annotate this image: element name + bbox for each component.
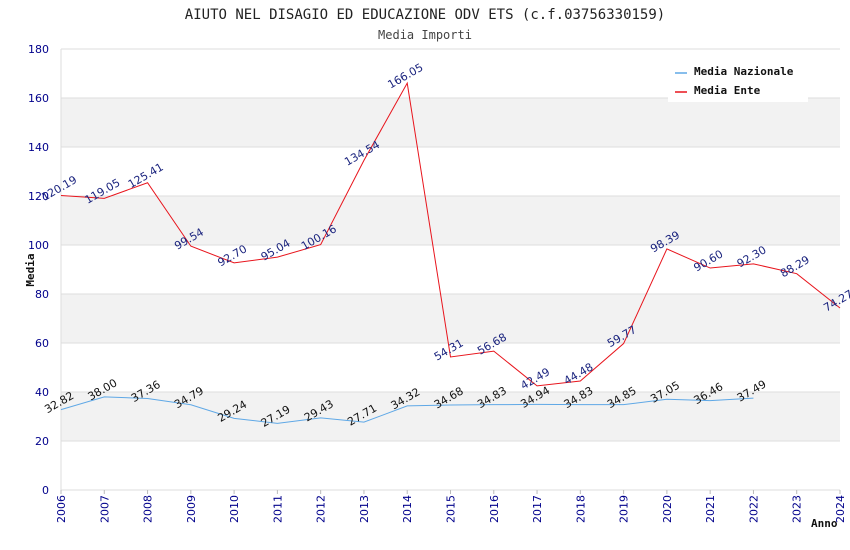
x-tick-label: 2021 <box>704 495 717 523</box>
x-tick-label: 2016 <box>488 495 501 523</box>
x-tick-label: 2019 <box>618 495 631 523</box>
x-tick-label: 2008 <box>142 495 155 523</box>
y-tick-label: 120 <box>28 190 49 203</box>
y-axis-label: Media <box>24 253 37 286</box>
legend: Media Nazionale Media Ente <box>668 60 808 102</box>
axes <box>60 49 841 494</box>
x-tick-label: 2010 <box>228 495 241 523</box>
y-tick-label: 100 <box>28 239 49 252</box>
series-line-1 <box>60 81 841 387</box>
y-tick-label: 0 <box>42 484 49 497</box>
chart-title: AIUTO NEL DISAGIO ED EDUCAZIONE ODV ETS … <box>185 7 665 23</box>
x-tick-label: 2015 <box>445 495 458 523</box>
y-tick-label: 160 <box>28 92 49 105</box>
y-tick-labels: 0 20 40 60 80 100 120 140 160 180 <box>28 43 49 497</box>
legend-label-media-ente: Media Ente <box>694 84 761 97</box>
x-tick-label: 2014 <box>401 495 414 523</box>
y-tick-label: 40 <box>35 386 49 399</box>
grid-band <box>61 98 840 147</box>
data-label: 92.70 <box>215 242 249 269</box>
x-tick-label: 2013 <box>358 495 371 523</box>
grid-band <box>61 392 840 441</box>
chart-subtitle: Media Importi <box>378 28 472 42</box>
y-tick-label: 20 <box>35 435 49 448</box>
data-label: 88.29 <box>778 253 812 280</box>
x-axis-label: Anno <box>811 517 838 530</box>
x-tick-label: 2018 <box>574 495 587 523</box>
legend-background <box>668 60 808 102</box>
data-label: 90.60 <box>692 247 726 274</box>
data-label: 44.48 <box>562 360 596 387</box>
grid-bands <box>61 98 840 441</box>
y-tick-label: 80 <box>35 288 49 301</box>
y-tick-label: 180 <box>28 43 49 56</box>
x-tick-label: 2011 <box>271 495 284 523</box>
grid-lines <box>61 48 840 442</box>
y-tick-label: 140 <box>28 141 49 154</box>
x-tick-labels: 2006 2007 2008 2009 2010 2011 2012 2013 2014 2015… <box>55 495 847 523</box>
x-tick-label: 2007 <box>98 495 111 523</box>
x-tick-label: 2012 <box>315 495 328 523</box>
x-tick-label: 2017 <box>531 495 544 523</box>
grid-band <box>61 294 840 343</box>
legend-label-media-nazionale: Media Nazionale <box>694 65 794 78</box>
data-label: 125.41 <box>126 160 166 191</box>
x-tick-label: 2024 <box>834 495 847 523</box>
y-tick-label: 60 <box>35 337 49 350</box>
x-tick-label: 2023 <box>791 495 804 523</box>
grid-band <box>61 196 840 245</box>
series-lines <box>60 81 841 424</box>
x-tick-label: 2006 <box>55 495 68 523</box>
x-tick-label: 2020 <box>661 495 674 523</box>
x-tick-label: 2009 <box>185 495 198 523</box>
x-tick-label: 2022 <box>747 495 760 523</box>
series-line-0 <box>60 396 754 424</box>
